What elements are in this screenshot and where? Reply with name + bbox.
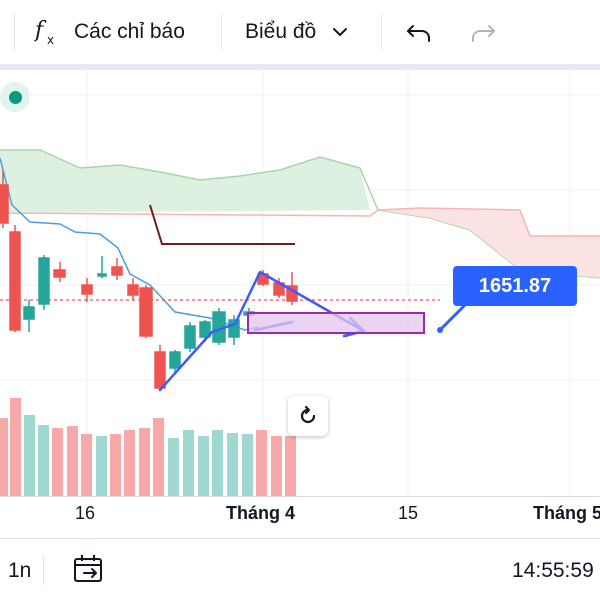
chart-type-label: Biểu đồ [245,20,317,43]
range-rectangle [247,312,425,334]
candle [184,325,196,349]
volume-bar [271,436,282,496]
fx-icon: f x [34,18,54,47]
volume-bar [198,436,209,496]
candle [111,266,123,276]
toolbar-divider [43,555,44,585]
volume-bar [168,438,179,496]
trend-line [158,330,214,392]
volume-bar [38,425,49,496]
volume-bar [67,426,78,496]
kijun-line [149,204,295,245]
toolbar-divider [381,14,382,50]
volume-bar [153,418,164,496]
candle [127,284,139,296]
candle [154,351,166,389]
volume-bar [285,436,296,496]
candle [0,184,9,224]
indicators-button[interactable]: f x Các chỉ báo [34,14,185,50]
price-label: 1651.87 [453,266,577,306]
candle [81,284,93,295]
reset-chart-button[interactable] [288,396,328,436]
volume-bar [24,415,35,496]
volume-bar [10,398,21,496]
price-tag-anchor [437,327,443,333]
candle [23,306,35,320]
chevron-down-icon [333,28,348,36]
volume-bars [0,398,296,496]
volume-bar [256,430,267,496]
volume-bar [96,436,107,496]
volume-bar [52,428,63,496]
chart-type-button[interactable]: Biểu đồ [245,14,350,50]
svg-text:f: f [34,18,47,43]
volume-bar [242,434,253,496]
redo-button[interactable] [468,14,498,50]
time-tick: Tháng 5 [533,503,600,523]
time-tick: 15 [398,503,419,523]
status-indicator [0,82,30,112]
candle [38,257,50,305]
indicators-label: Các chỉ báo [74,20,185,43]
volume-bar [227,433,238,496]
volume-bar [183,430,194,496]
cloud-green-line [0,149,600,279]
cloud-green [0,150,370,213]
redo-icon [472,25,495,42]
trend-line [210,270,364,334]
time-axis[interactable]: 16 Tháng 4 15 Tháng 5 [0,496,600,530]
volume-bar [212,430,223,496]
cloud-red [378,208,600,278]
toolbar-divider [14,14,15,50]
interval-button[interactable]: 1n [8,559,32,582]
cloud-red-line [0,207,600,237]
status-dot [8,90,22,104]
toolbar-divider [221,14,222,50]
calendar-icon[interactable] [72,553,106,585]
chart-top-border [0,64,600,70]
volume-bar [139,428,150,496]
volume-bar [81,434,92,496]
refresh-icon [300,405,316,424]
undo-button[interactable] [404,14,434,50]
volume-bar [0,418,8,496]
candles-down [0,170,298,390]
chart-toolbar: f x Các chỉ báo Biểu đồ [0,0,600,66]
candle [199,321,211,338]
time-tick: Tháng 4 [226,503,296,523]
candle [97,273,107,277]
candle [53,269,66,278]
time-tick: 16 [75,503,96,523]
volume-bar [124,430,135,496]
candles-up [23,255,255,372]
svg-text:x: x [47,33,54,47]
candle [139,287,153,337]
volume-bar [110,434,121,496]
candle [228,319,240,338]
tenkan-line [0,157,259,331]
candle [169,351,181,369]
undo-icon [407,25,430,42]
price-chart[interactable] [0,70,600,500]
bottom-toolbar: 1n 14:55:59 [0,538,600,600]
clock[interactable]: 14:55:59 [512,559,594,582]
candle [9,231,21,331]
